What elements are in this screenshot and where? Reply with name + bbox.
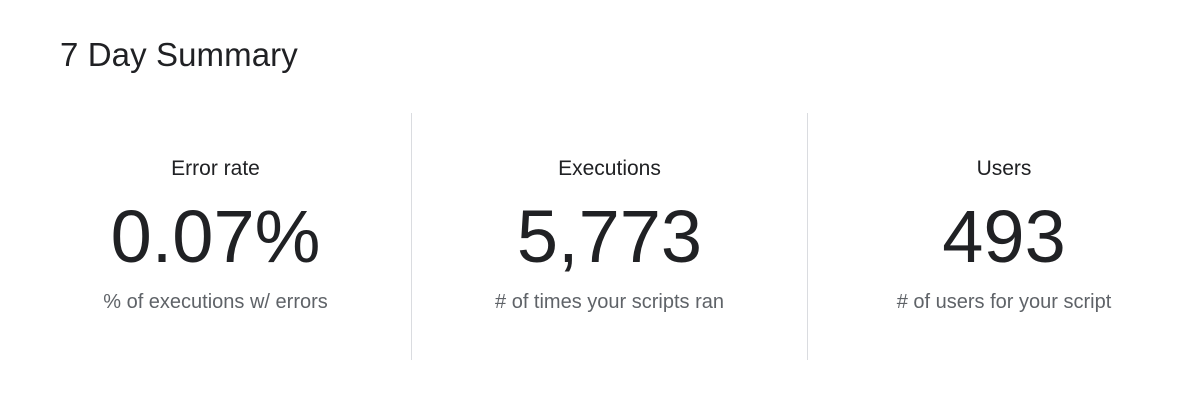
metric-value: 0.07% — [110, 195, 321, 278]
metric-value: 5,773 — [516, 195, 703, 278]
page-title: 7 Day Summary — [60, 36, 298, 73]
metric-card-executions: Executions 5,773 # of times your scripts… — [411, 113, 807, 360]
metric-label: Error rate — [171, 157, 260, 180]
metric-label: Users — [976, 157, 1032, 180]
metric-card-error-rate: Error rate 0.07% % of executions w/ erro… — [20, 113, 411, 360]
metric-description: % of executions w/ errors — [103, 291, 328, 313]
metric-description: # of times your scripts ran — [495, 291, 724, 313]
metric-description: # of users for your script — [896, 291, 1112, 313]
metrics-row: Error rate 0.07% % of executions w/ erro… — [20, 113, 1200, 360]
metric-value: 493 — [942, 195, 1066, 278]
metric-label: Executions — [558, 157, 661, 180]
metric-card-users: Users 493 # of users for your script — [807, 113, 1200, 360]
